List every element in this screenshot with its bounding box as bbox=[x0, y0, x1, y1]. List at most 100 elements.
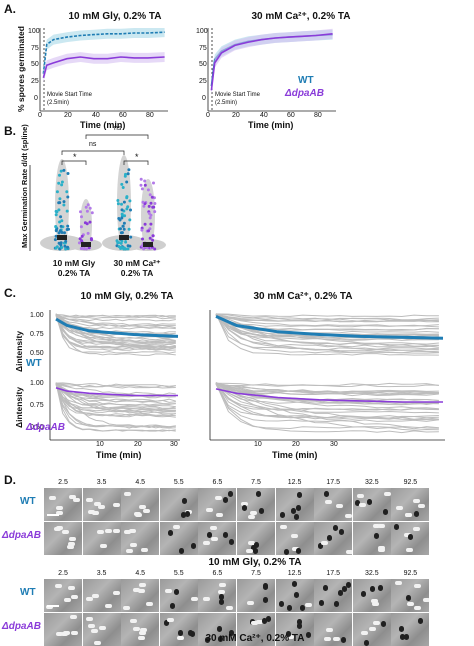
d-timepoint-label: 4.5 bbox=[135, 479, 146, 486]
b-point bbox=[122, 227, 126, 231]
d-spore bbox=[357, 493, 365, 498]
a-right-xtick-20: 20 bbox=[232, 112, 240, 119]
d-spore bbox=[125, 549, 133, 554]
d-timepoint-label: 6.5 bbox=[212, 570, 223, 577]
d-timepoint-label: 17.5 bbox=[326, 479, 340, 486]
b-point bbox=[120, 231, 124, 235]
b-point bbox=[85, 222, 89, 226]
d-spore bbox=[215, 495, 223, 500]
b-point bbox=[90, 238, 93, 242]
d-spore bbox=[113, 503, 121, 508]
c-lines-group bbox=[55, 313, 444, 434]
d-spore bbox=[321, 541, 329, 546]
d-microscopy-frame bbox=[391, 579, 430, 612]
d-timepoint-label: 32.5 bbox=[364, 479, 379, 486]
a-band-wt bbox=[43, 28, 165, 79]
a-left-xlabel: Time (min) bbox=[80, 120, 126, 130]
d-spore bbox=[323, 636, 331, 641]
d-timepoint-label: 6.5 bbox=[212, 479, 223, 486]
d-spore bbox=[207, 532, 213, 539]
b-median-ca-wt bbox=[119, 235, 129, 240]
c-left-title: 10 mM Gly, 0.2% TA bbox=[80, 291, 174, 302]
d-row-wt-2: WT bbox=[20, 587, 36, 598]
d-microscopy-frame bbox=[198, 522, 237, 555]
d-spore bbox=[280, 512, 286, 519]
b-bracket-3 bbox=[123, 160, 149, 165]
d-row-mut-1: ΔdpaAB bbox=[2, 530, 41, 541]
c-ytick-top-100: 1.00 bbox=[30, 312, 44, 319]
c-mean-mut bbox=[55, 387, 178, 397]
d-spore bbox=[395, 505, 403, 510]
d-spore bbox=[240, 501, 248, 506]
c-right-xtick-10: 10 bbox=[254, 441, 262, 448]
c-trace bbox=[215, 382, 439, 396]
b-point bbox=[67, 227, 70, 231]
c-ytick-top-075: 0.75 bbox=[30, 331, 44, 338]
d-microscopy-frame bbox=[44, 579, 82, 612]
b-point bbox=[117, 245, 121, 249]
b-point bbox=[127, 168, 131, 172]
d-spore bbox=[112, 590, 120, 595]
b-point bbox=[88, 220, 92, 224]
b-point bbox=[115, 239, 119, 243]
d-spore bbox=[254, 541, 260, 548]
panel-b-svg bbox=[29, 134, 166, 251]
d-row-mut-2: ΔdpaAB bbox=[2, 621, 41, 632]
d-strip-ca-wt bbox=[44, 579, 430, 612]
panel-a-svg bbox=[39, 28, 336, 112]
panel-c-label: C. bbox=[4, 286, 16, 300]
d-spore bbox=[325, 627, 333, 632]
d-spore bbox=[87, 624, 95, 629]
d-spore bbox=[139, 630, 147, 635]
b-point bbox=[124, 240, 128, 244]
b-sig-1: * bbox=[73, 152, 77, 162]
a-left-xtick-60: 60 bbox=[119, 112, 127, 119]
c-right-xtick-30: 30 bbox=[330, 441, 338, 448]
a-right-xtick-80: 80 bbox=[314, 112, 322, 119]
c-trace bbox=[55, 314, 176, 329]
d-spore bbox=[85, 597, 93, 602]
d-spore bbox=[91, 628, 99, 633]
d-spore bbox=[395, 581, 403, 586]
b-point bbox=[85, 209, 89, 213]
d-spore bbox=[323, 491, 329, 498]
b-point bbox=[149, 201, 153, 205]
d-timepoint-label: 17.5 bbox=[326, 570, 340, 577]
d-spore bbox=[372, 601, 380, 606]
d-spore bbox=[184, 511, 190, 518]
b-point bbox=[82, 247, 86, 251]
d-timepoint-label: 7.5 bbox=[251, 570, 261, 577]
d-spore bbox=[53, 526, 61, 531]
d-spore bbox=[145, 602, 153, 607]
b-point bbox=[85, 247, 88, 251]
d-spore bbox=[418, 503, 426, 508]
c-trace bbox=[215, 382, 439, 402]
d-spore bbox=[92, 593, 100, 598]
d-spore bbox=[322, 585, 328, 592]
d-timepoint-label: 7.5 bbox=[251, 479, 261, 486]
d-spore bbox=[361, 590, 367, 597]
c-trace bbox=[55, 314, 176, 327]
b-point bbox=[116, 202, 120, 206]
a-right-xtick-0: 0 bbox=[206, 112, 210, 119]
panel-a-right-plot bbox=[207, 28, 336, 112]
d-scale-bar bbox=[47, 514, 59, 516]
d-spore bbox=[222, 497, 228, 504]
d-spore bbox=[332, 637, 340, 642]
d-microscopy-frame bbox=[121, 613, 160, 646]
c-trace bbox=[55, 313, 176, 356]
panel-d-label: D. bbox=[4, 473, 16, 487]
d-spore bbox=[124, 530, 132, 535]
a-left-xtick-20: 20 bbox=[64, 112, 72, 119]
c-right-title: 30 mM Ca²⁺, 0.2% TA bbox=[253, 291, 353, 302]
d-microscopy-frame bbox=[82, 579, 121, 612]
d-spore bbox=[88, 510, 96, 515]
b-point bbox=[80, 215, 83, 219]
d-spore bbox=[219, 594, 225, 601]
b-point bbox=[121, 186, 125, 189]
c-mean-wt bbox=[215, 315, 444, 340]
d-spore bbox=[211, 537, 219, 542]
d-microscopy-frame bbox=[352, 488, 391, 521]
b-point bbox=[128, 218, 132, 222]
d-microscopy-frame bbox=[121, 579, 160, 612]
